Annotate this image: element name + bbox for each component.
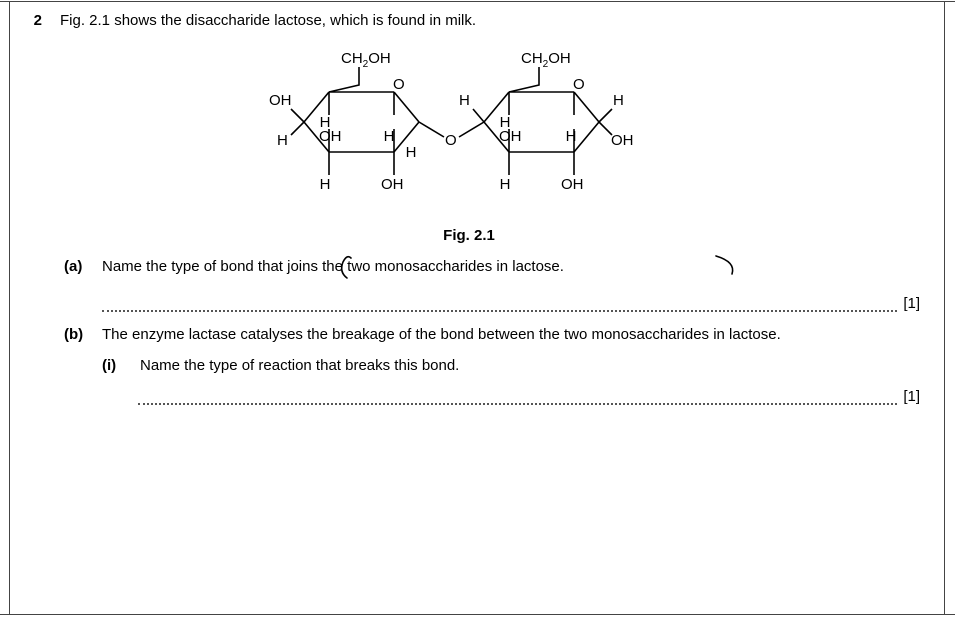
marks-b-i: [1] — [897, 388, 920, 405]
chem-label: OH — [319, 128, 342, 145]
page-frame: 2 Fig. 2.1 shows the disaccharide lactos… — [0, 1, 955, 615]
right-margin-stub — [945, 2, 955, 614]
part-b-label: (b) — [64, 326, 92, 374]
question-content: 2 Fig. 2.1 shows the disaccharide lactos… — [10, 2, 945, 614]
part-b-body: The enzyme lactase catalyses the breakag… — [102, 326, 920, 374]
chem-label: H — [459, 92, 470, 109]
chem-label: H — [566, 128, 577, 145]
chem-label: CH2OH — [521, 50, 571, 70]
chem-label: O — [393, 76, 405, 93]
chem-label: H — [406, 144, 417, 161]
chem-label: OH — [269, 92, 292, 109]
chem-label: CH2OH — [341, 50, 391, 70]
subpart-b-i: (i) Name the type of reaction that break… — [102, 357, 920, 374]
part-a-anno-word: two — [347, 258, 370, 275]
lactose-structure-svg: CH2OH OH H H OH H H H OH O O — [259, 37, 679, 217]
chem-label: H — [384, 128, 395, 145]
dotted-line — [138, 395, 897, 405]
part-a-text-after: monosaccharides in lactose. — [371, 258, 564, 275]
part-a-label: (a) — [64, 258, 92, 275]
figure-lactose: CH2OH OH H H OH H H H OH O O — [18, 37, 920, 221]
answer-line-b-i: [1] — [138, 388, 920, 405]
chem-label: OH — [611, 132, 634, 149]
part-a-body: Name the type of bond that joins the two… — [102, 258, 920, 275]
chem-label: H — [320, 176, 331, 193]
chem-label: OH — [561, 176, 584, 193]
handwritten-arc-icon — [712, 252, 742, 278]
chem-label: O — [573, 76, 585, 93]
question-intro: Fig. 2.1 shows the disaccharide lactose,… — [60, 12, 920, 29]
chem-label: H — [277, 132, 288, 149]
marks-a: [1] — [897, 295, 920, 312]
dotted-line — [102, 302, 897, 312]
part-b: (b) The enzyme lactase catalyses the bre… — [64, 326, 920, 374]
left-margin-stub — [0, 2, 10, 614]
chem-label: H — [613, 92, 624, 109]
part-a-text-before: Name the type of bond that joins the — [102, 258, 347, 275]
chem-label: H — [500, 176, 511, 193]
question-number: 2 — [18, 12, 42, 29]
figure-caption: Fig. 2.1 — [18, 227, 920, 244]
answer-line-a: [1] — [102, 295, 920, 312]
subpart-b-i-text: Name the type of reaction that breaks th… — [140, 357, 920, 374]
part-b-text: The enzyme lactase catalyses the breakag… — [102, 326, 920, 343]
chem-label: OH — [499, 128, 522, 145]
subpart-b-i-label: (i) — [102, 357, 130, 374]
part-a: (a) Name the type of bond that joins the… — [64, 258, 920, 275]
chem-label: O — [445, 132, 457, 149]
question-header: 2 Fig. 2.1 shows the disaccharide lactos… — [18, 12, 920, 29]
chem-label: OH — [381, 176, 404, 193]
